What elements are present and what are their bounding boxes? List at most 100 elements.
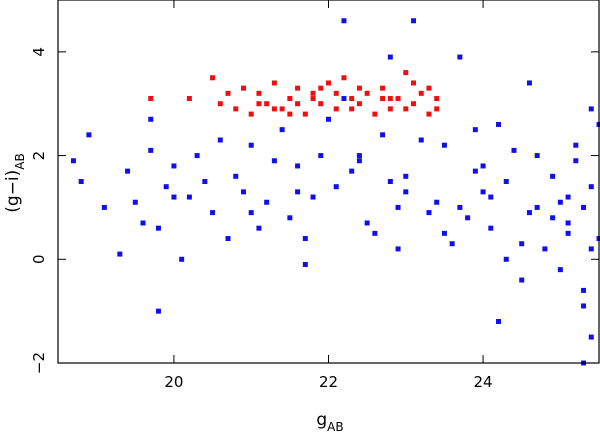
blue-data-point xyxy=(248,210,254,216)
blue-data-point xyxy=(465,215,471,221)
blue-data-point xyxy=(519,241,525,247)
blue-data-point xyxy=(356,153,362,159)
red-data-point xyxy=(271,80,277,86)
x-tick-label: 20 xyxy=(164,373,183,391)
blue-data-point xyxy=(496,121,502,127)
blue-data-point xyxy=(449,241,455,247)
blue-data-point xyxy=(163,184,169,190)
red-data-point xyxy=(349,96,355,102)
red-data-point xyxy=(264,101,270,107)
blue-data-point xyxy=(179,256,185,262)
data-points xyxy=(70,18,600,366)
blue-data-point xyxy=(457,54,463,60)
red-data-point xyxy=(225,90,231,96)
blue-data-point xyxy=(302,236,308,242)
red-data-point xyxy=(387,96,393,102)
blue-data-point xyxy=(125,168,131,174)
blue-data-point xyxy=(418,137,424,143)
blue-data-point xyxy=(356,158,362,164)
blue-data-point xyxy=(581,204,587,210)
blue-data-point xyxy=(395,204,401,210)
blue-data-point xyxy=(287,215,293,221)
red-data-point xyxy=(240,85,246,91)
red-data-point xyxy=(248,111,254,117)
blue-data-point xyxy=(333,184,339,190)
blue-data-point xyxy=(318,153,324,159)
blue-data-point xyxy=(248,142,254,148)
red-data-point xyxy=(426,111,432,117)
red-data-point xyxy=(148,96,154,102)
blue-data-point xyxy=(117,251,123,257)
blue-data-point xyxy=(171,163,177,169)
blue-data-point xyxy=(326,116,331,122)
blue-data-point xyxy=(210,210,216,216)
blue-data-point xyxy=(302,261,308,267)
blue-data-point xyxy=(271,158,277,164)
red-data-point xyxy=(403,106,409,112)
blue-data-point xyxy=(511,147,517,153)
blue-data-point xyxy=(542,246,548,252)
blue-data-point xyxy=(155,225,161,231)
blue-data-point xyxy=(225,236,231,242)
red-data-point xyxy=(418,90,424,96)
blue-data-point xyxy=(426,210,432,216)
blue-data-point xyxy=(565,220,571,226)
y-tick-label: 4 xyxy=(30,47,48,57)
red-data-point xyxy=(186,96,192,102)
blue-data-point xyxy=(550,173,556,179)
red-data-point xyxy=(426,85,432,91)
red-data-point xyxy=(287,111,293,117)
blue-data-point xyxy=(364,220,370,226)
blue-data-point xyxy=(503,256,509,262)
red-data-point xyxy=(233,106,239,112)
red-data-point xyxy=(302,111,308,117)
blue-data-point xyxy=(256,225,262,231)
blue-data-point xyxy=(480,163,486,169)
blue-data-point xyxy=(565,230,571,236)
blue-data-point xyxy=(596,121,600,127)
red-data-point xyxy=(372,111,378,117)
blue-data-point xyxy=(588,184,594,190)
red-data-point xyxy=(310,96,316,102)
x-tick-label: 24 xyxy=(474,373,493,391)
y-axis-label: (g−i)AB xyxy=(3,153,27,212)
red-data-point xyxy=(333,90,339,96)
blue-data-point xyxy=(503,179,509,184)
blue-data-point xyxy=(86,132,92,138)
blue-data-point xyxy=(101,204,107,210)
blue-data-point xyxy=(557,199,563,205)
y-tick-label: −2 xyxy=(30,352,48,374)
blue-data-point xyxy=(279,127,285,133)
blue-data-point xyxy=(148,147,154,153)
blue-data-point xyxy=(573,158,579,164)
y-tick-label: 2 xyxy=(30,151,48,161)
x-tick-label: 22 xyxy=(319,373,338,391)
blue-data-point xyxy=(387,179,393,184)
red-data-point xyxy=(318,101,324,107)
blue-data-point xyxy=(202,179,208,184)
blue-data-point xyxy=(217,137,223,143)
blue-data-point xyxy=(588,334,594,340)
blue-data-point xyxy=(588,106,594,112)
red-data-point xyxy=(287,96,293,102)
x-axis-label: gAB xyxy=(316,410,343,434)
blue-data-point xyxy=(372,230,378,236)
red-data-point xyxy=(434,106,440,112)
red-data-point xyxy=(380,85,386,91)
blue-data-point xyxy=(581,303,587,309)
red-data-point xyxy=(411,101,417,107)
red-data-point xyxy=(295,85,301,91)
blue-data-point xyxy=(434,199,440,205)
blue-data-point xyxy=(155,308,161,314)
red-data-point xyxy=(326,80,331,86)
blue-data-point xyxy=(132,199,138,205)
blue-data-point xyxy=(70,158,76,164)
blue-data-point xyxy=(295,189,301,195)
blue-data-point xyxy=(496,319,502,325)
red-data-point xyxy=(271,106,277,112)
red-data-point xyxy=(434,96,440,102)
red-data-point xyxy=(318,85,324,91)
blue-data-point xyxy=(411,18,417,24)
blue-data-point xyxy=(403,173,409,179)
